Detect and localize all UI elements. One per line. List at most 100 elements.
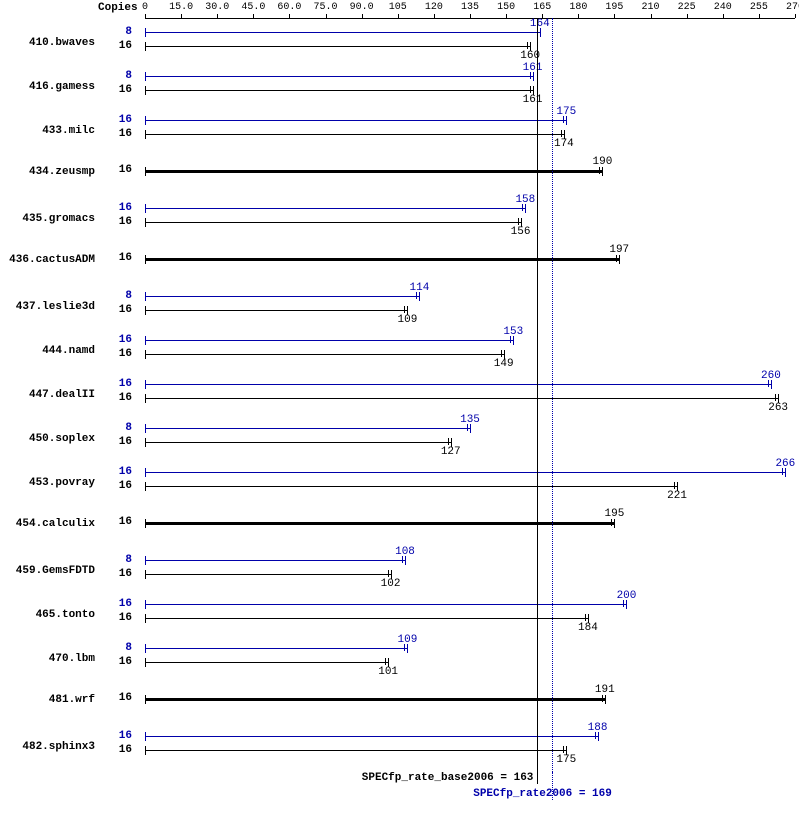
- result-bar: [145, 522, 614, 525]
- bar-endcap-inner: [561, 130, 562, 137]
- copies-value: 16: [104, 216, 132, 228]
- benchmark-label: 435.gromacs: [0, 213, 95, 225]
- axis-tick-label: 135: [461, 2, 479, 13]
- bar-endcap: [619, 255, 620, 264]
- copies-value: 16: [104, 568, 132, 580]
- axis-tick-label: 120: [425, 2, 443, 13]
- axis-tick-label: 180: [569, 2, 587, 13]
- summary-base-label: SPECfp_rate_base2006 = 163: [0, 772, 533, 784]
- result-bar: [145, 384, 771, 385]
- benchmark-label: 434.zeusmp: [0, 166, 95, 178]
- bar-startcap: [145, 218, 146, 227]
- bar-startcap: [145, 482, 146, 491]
- result-bar: [145, 46, 530, 47]
- copies-value: 16: [104, 348, 132, 360]
- bar-startcap: [145, 394, 146, 403]
- result-bar: [145, 486, 677, 487]
- bar-value-label: 161: [523, 62, 543, 74]
- result-bar: [145, 90, 533, 91]
- spec-benchmark-chart: Copies015.030.045.060.075.090.0105120135…: [0, 0, 799, 831]
- result-bar: [145, 222, 521, 223]
- axis-tick-label: 255: [750, 2, 768, 13]
- bar-value-label: 197: [609, 244, 629, 256]
- bar-startcap: [145, 167, 146, 176]
- reference-line: [537, 18, 538, 772]
- bar-value-label: 102: [381, 578, 401, 590]
- bar-value-label: 188: [588, 722, 608, 734]
- bar-endcap-inner: [585, 614, 586, 621]
- bar-startcap: [145, 336, 146, 345]
- axis-tick: [398, 14, 399, 18]
- bar-value-label: 164: [530, 18, 550, 30]
- result-bar: [145, 296, 419, 297]
- bar-startcap: [145, 614, 146, 623]
- bar-value-label: 200: [617, 590, 637, 602]
- axis-tick: [759, 14, 760, 18]
- bar-startcap: [145, 116, 146, 125]
- bar-startcap: [145, 72, 146, 81]
- bar-value-label: 260: [761, 370, 781, 382]
- bar-endcap-inner: [501, 350, 502, 357]
- benchmark-label: 454.calculix: [0, 518, 95, 530]
- bar-startcap: [145, 380, 146, 389]
- benchmark-label: 433.milc: [0, 125, 95, 137]
- copies-value: 8: [104, 26, 132, 38]
- result-bar: [145, 750, 566, 751]
- bar-startcap: [145, 130, 146, 139]
- copies-value: 16: [104, 202, 132, 214]
- bar-value-label: 221: [667, 490, 687, 502]
- axis-tick-label: 0: [142, 2, 148, 13]
- bar-value-label: 108: [395, 546, 415, 558]
- result-bar: [145, 648, 407, 649]
- bar-startcap: [145, 519, 146, 528]
- axis-tick: [362, 14, 363, 18]
- result-bar: [145, 662, 388, 663]
- benchmark-label: 465.tonto: [0, 609, 95, 621]
- result-bar: [145, 698, 605, 701]
- ref-line-extension: [552, 772, 554, 800]
- bar-startcap: [145, 644, 146, 653]
- bar-value-label: 114: [410, 282, 430, 294]
- bar-startcap: [145, 86, 146, 95]
- axis-tick-label: 270: [786, 2, 799, 13]
- copies-value: 8: [104, 642, 132, 654]
- axis-tick-label: 210: [642, 2, 660, 13]
- bar-value-label: 175: [556, 754, 576, 766]
- copies-value: 16: [104, 84, 132, 96]
- bar-value-label: 191: [595, 684, 615, 696]
- result-bar: [145, 340, 513, 341]
- copies-value: 8: [104, 554, 132, 566]
- copies-value: 16: [104, 744, 132, 756]
- bar-value-label: 195: [605, 508, 625, 520]
- bar-endcap-inner: [563, 746, 564, 753]
- bar-endcap: [614, 519, 615, 528]
- axis-tick-label: 195: [605, 2, 623, 13]
- reference-line: [552, 18, 554, 772]
- result-bar: [145, 170, 602, 173]
- bar-startcap: [145, 746, 146, 755]
- axis-tick: [217, 14, 218, 18]
- bar-endcap-inner: [448, 438, 449, 445]
- result-bar: [145, 560, 405, 561]
- bar-endcap-inner: [518, 218, 519, 225]
- result-bar: [145, 76, 533, 77]
- axis-tick-label: 150: [497, 2, 515, 13]
- result-bar: [145, 354, 504, 355]
- copies-value: 8: [104, 290, 132, 302]
- result-bar: [145, 442, 451, 443]
- bar-value-label: 266: [775, 458, 795, 470]
- axis-tick-label: 60.0: [277, 2, 301, 13]
- copies-value: 16: [104, 304, 132, 316]
- copies-value: 16: [104, 378, 132, 390]
- copies-header: Copies: [98, 2, 138, 14]
- copies-value: 16: [104, 516, 132, 528]
- axis-tick: [145, 14, 146, 18]
- result-bar: [145, 736, 598, 737]
- axis-tick: [289, 14, 290, 18]
- bar-startcap: [145, 732, 146, 741]
- axis-tick: [578, 14, 579, 18]
- benchmark-label: 481.wrf: [0, 694, 95, 706]
- copies-value: 16: [104, 436, 132, 448]
- bar-endcap-inner: [616, 255, 617, 262]
- result-bar: [145, 208, 525, 209]
